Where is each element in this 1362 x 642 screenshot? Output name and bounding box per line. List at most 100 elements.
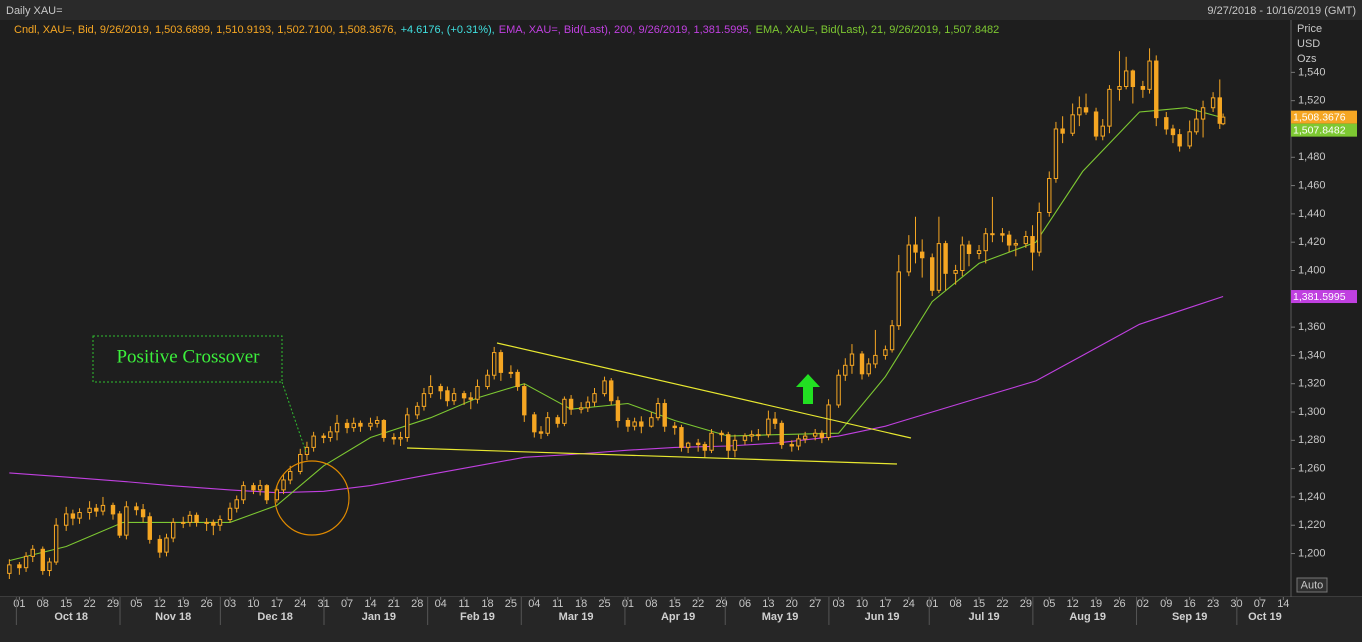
candle-body (562, 398, 567, 424)
candle-body (251, 485, 256, 491)
month-label: Mar 19 (559, 611, 594, 623)
month-label: Oct 18 (54, 611, 88, 623)
axis-label: USD (1297, 38, 1320, 50)
candle-body (919, 251, 925, 259)
candle-body (211, 521, 216, 526)
x-tick-label: 11 (552, 598, 563, 610)
candle-body (609, 380, 614, 402)
candle-body (428, 386, 433, 395)
candle-body (53, 524, 59, 563)
candle-body (421, 393, 427, 407)
x-tick-label: 01 (622, 598, 634, 610)
x-tick-label: 13 (762, 598, 774, 610)
candle-body (100, 504, 106, 512)
month-label: Aug 19 (1069, 611, 1106, 623)
axis-label: Price (1297, 23, 1322, 35)
x-tick-label: 29 (107, 598, 119, 610)
y-tick-label: 1,260 (1298, 463, 1326, 475)
candle-body (1053, 128, 1059, 180)
y-tick-label: 1,520 (1298, 95, 1326, 107)
candle-body (1013, 243, 1019, 246)
candle-body (1006, 234, 1012, 246)
candle-body (281, 479, 286, 491)
candle-body (906, 244, 912, 273)
candle-body (1210, 97, 1216, 109)
candle-body (227, 507, 233, 521)
chart-title: Daily XAU= (6, 5, 63, 17)
candle-body (772, 418, 778, 424)
x-tick-label: 25 (505, 598, 517, 610)
x-tick-label: 01 (13, 598, 25, 610)
trend-line (496, 342, 912, 439)
candle-body (1170, 128, 1176, 136)
month-label: Dec 18 (257, 611, 292, 623)
annotation-text: Positive Crossover (116, 346, 260, 367)
candle-body (468, 397, 473, 400)
price-tag-label: 1,507.8482 (1293, 124, 1346, 136)
x-tick-label: 01 (926, 598, 938, 610)
candle-body (719, 432, 724, 436)
x-tick-label: 06 (739, 598, 751, 610)
candle-body (685, 442, 691, 448)
x-tick-label: 03 (832, 598, 844, 610)
y-tick-label: 1,460 (1298, 179, 1326, 191)
candle-body (288, 470, 293, 481)
candle-body (63, 513, 69, 526)
candle-body (766, 418, 771, 436)
x-tick-label: 19 (1090, 598, 1102, 610)
candle-body (241, 485, 246, 501)
candle-body (836, 374, 841, 406)
x-tick-label: 22 (996, 598, 1008, 610)
candle-body (257, 485, 263, 491)
month-label: Apr 19 (661, 611, 695, 623)
x-tick-label: 17 (271, 598, 283, 610)
candle-body (181, 521, 186, 524)
x-tick-label: 08 (645, 598, 657, 610)
candle-body (124, 506, 129, 536)
candle-body (578, 407, 584, 410)
candle-body (351, 422, 356, 429)
x-tick-label: 03 (224, 598, 236, 610)
x-tick-label: 16 (1184, 598, 1196, 610)
x-tick-label: 29 (1020, 598, 1032, 610)
candle-body (264, 485, 270, 501)
candle-body (990, 233, 995, 236)
candle-body (515, 371, 520, 388)
candle-body (438, 386, 443, 392)
candle-body (1217, 97, 1222, 124)
candle-body (170, 521, 176, 539)
x-tick-label: 11 (458, 598, 469, 610)
candle-body (889, 325, 895, 351)
candle-body (445, 390, 450, 402)
y-tick-label: 1,540 (1298, 66, 1326, 78)
y-tick-label: 1,400 (1298, 264, 1326, 276)
candle-body (930, 257, 935, 291)
x-tick-label: 21 (388, 598, 400, 610)
candle-body (1037, 211, 1042, 253)
x-axis-band (0, 597, 1362, 642)
candle-body (1000, 233, 1005, 236)
candle-body (110, 504, 116, 515)
candle-body (859, 353, 865, 375)
auto-button[interactable] (1296, 577, 1328, 593)
candle-body (679, 427, 684, 448)
candle-body (328, 431, 333, 438)
candle-body (77, 512, 82, 519)
price-tag (1291, 290, 1357, 304)
candle-body (405, 414, 410, 438)
up-arrow (796, 374, 820, 404)
x-tick-label: 26 (1113, 598, 1125, 610)
candle-body (451, 393, 457, 402)
candle-body (1093, 111, 1099, 137)
candle-body (522, 386, 527, 416)
x-tick-label: 05 (1043, 598, 1055, 610)
candle-body (94, 507, 99, 512)
x-tick-label: 25 (598, 598, 610, 610)
candle-body (532, 414, 537, 433)
x-tick-label: 18 (481, 598, 493, 610)
candle-body (732, 439, 738, 451)
price-tag-label: 1,508.3676 (1293, 111, 1346, 123)
candle-body (726, 434, 731, 451)
auto-button-label[interactable]: Auto (1301, 579, 1324, 591)
